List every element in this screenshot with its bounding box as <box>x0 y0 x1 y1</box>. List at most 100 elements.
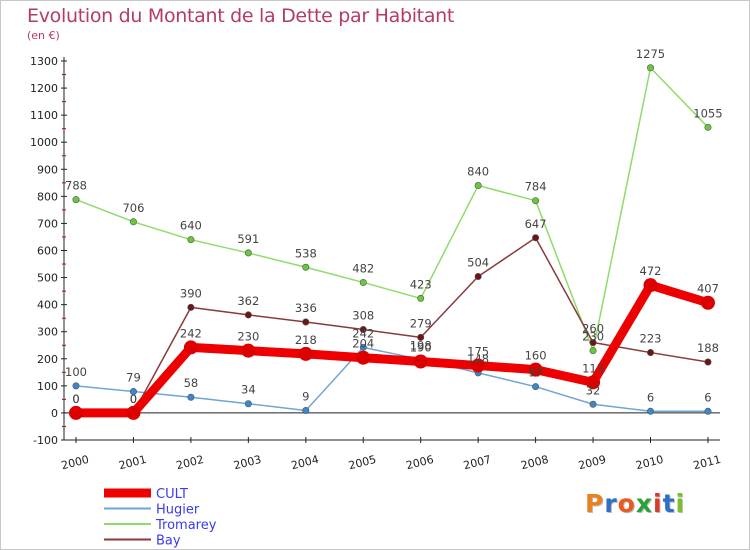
y-tick-label: 500 <box>37 272 58 285</box>
data-label-tromarey: 640 <box>180 219 202 233</box>
x-tick-label: 2001 <box>117 453 147 472</box>
data-point-tromarey <box>244 249 252 257</box>
data-label-tromarey: 840 <box>467 165 489 179</box>
x-tick-label: 2002 <box>175 453 205 472</box>
y-tick-label: 600 <box>37 245 58 258</box>
data-label-tromarey: 784 <box>525 180 547 194</box>
x-tick-label: 2000 <box>60 453 90 472</box>
logo-letter: i <box>653 489 663 518</box>
series-line-bay <box>76 237 709 414</box>
data-label-hugier: 97 <box>528 366 543 380</box>
logo-letter: i <box>675 489 686 518</box>
data-label-hugier: 9 <box>302 389 309 403</box>
data-point-hugier <box>244 400 252 408</box>
data-point-bay <box>302 318 310 326</box>
data-point-bay <box>646 349 654 357</box>
series-line-tromarey <box>75 67 709 352</box>
y-tick-label: 300 <box>37 326 58 339</box>
data-label-tromarey: 1055 <box>693 106 722 120</box>
data-label-bay: 308 <box>352 309 374 323</box>
data-label-tromarey: 788 <box>65 179 87 193</box>
data-point-hugier <box>589 400 597 408</box>
y-tick-label: 1000 <box>30 136 58 149</box>
data-point-tromarey <box>646 64 654 72</box>
y-tick-label: 1300 <box>30 55 58 68</box>
x-tick-label: 2003 <box>232 453 262 472</box>
chart-title: Evolution du Montant de la Dette par Hab… <box>27 5 455 27</box>
x-tick-label: 2006 <box>405 453 435 472</box>
data-point-cult <box>643 278 658 293</box>
data-label-cult: 472 <box>640 264 662 278</box>
logo-letter: P <box>585 489 605 518</box>
x-tick-label: 2005 <box>347 453 377 472</box>
data-label-hugier: 79 <box>126 371 141 385</box>
data-label-bay: 390 <box>180 286 202 300</box>
data-point-cult <box>69 405 83 420</box>
legend-label-tromarey: Tromarey <box>155 518 217 533</box>
data-point-hugier <box>187 393 195 401</box>
data-point-tromarey <box>532 197 540 205</box>
data-label-bay: 260 <box>582 322 604 336</box>
data-point-tromarey <box>187 236 195 244</box>
series-line-hugier <box>75 346 708 413</box>
data-label-bay: 504 <box>467 255 489 269</box>
data-point-bay <box>244 311 252 319</box>
data-point-bay <box>359 326 367 334</box>
data-label-hugier: 32 <box>586 383 601 397</box>
x-tick-label: 2009 <box>577 453 607 472</box>
data-label-tromarey: 538 <box>295 246 317 260</box>
data-label-bay: 223 <box>640 332 662 346</box>
data-label-tromarey: 591 <box>237 232 259 246</box>
data-label-cult: 204 <box>352 337 374 351</box>
data-label-bay: 188 <box>697 341 719 355</box>
data-label-hugier: 6 <box>704 390 711 404</box>
data-label-cult: 113 <box>582 361 604 375</box>
data-label-bay: 0 <box>130 392 137 406</box>
data-label-bay: 362 <box>237 294 259 308</box>
legend-label-hugier: Hugier <box>156 503 200 518</box>
data-point-bay <box>187 303 195 311</box>
data-label-cult: 0 <box>72 392 79 406</box>
data-label-cult: 175 <box>467 345 489 359</box>
data-label-cult: 190 <box>410 340 432 354</box>
data-point-hugier <box>359 343 367 351</box>
x-tick-label: 2008 <box>520 453 550 472</box>
series-line-cult <box>76 280 710 418</box>
data-label-hugier: 58 <box>184 376 199 390</box>
logo-letter: o <box>617 489 636 518</box>
data-point-hugier <box>532 383 540 391</box>
data-label-cult: 0 <box>130 392 137 406</box>
data-label-bay: 647 <box>525 217 547 231</box>
data-point-cult <box>298 346 313 361</box>
data-label-tromarey: 482 <box>352 261 374 275</box>
chart-subtitle: (en €) <box>27 29 60 42</box>
data-point-tromarey <box>359 278 367 286</box>
data-point-hugier <box>302 406 310 414</box>
data-point-cult <box>700 295 715 310</box>
data-point-cult <box>356 350 371 365</box>
data-label-tromarey: 423 <box>410 277 432 291</box>
logo-letter: x <box>635 489 653 518</box>
data-label-cult: 218 <box>295 333 317 347</box>
y-tick-label: 800 <box>37 190 58 203</box>
data-label-bay: 0 <box>72 392 79 406</box>
data-point-hugier <box>129 388 137 396</box>
data-label-cult: 407 <box>697 282 719 296</box>
data-point-bay <box>417 333 425 341</box>
data-point-bay <box>474 272 482 280</box>
data-point-bay <box>532 234 540 242</box>
data-label-hugier: 242 <box>352 326 374 340</box>
data-point-cult <box>528 362 543 377</box>
data-label-tromarey: 706 <box>122 201 144 215</box>
data-point-tromarey <box>129 218 137 226</box>
data-point-bay <box>589 339 597 347</box>
data-label-cult: 160 <box>525 349 547 363</box>
y-tick-label: 1200 <box>30 82 58 95</box>
data-point-cult <box>471 358 486 373</box>
proxiti-logo: Proxiti <box>585 489 685 518</box>
y-tick-label: 900 <box>37 163 58 176</box>
y-tick-label: 400 <box>37 299 58 312</box>
data-point-hugier <box>646 407 654 415</box>
data-label-hugier: 100 <box>65 365 87 379</box>
